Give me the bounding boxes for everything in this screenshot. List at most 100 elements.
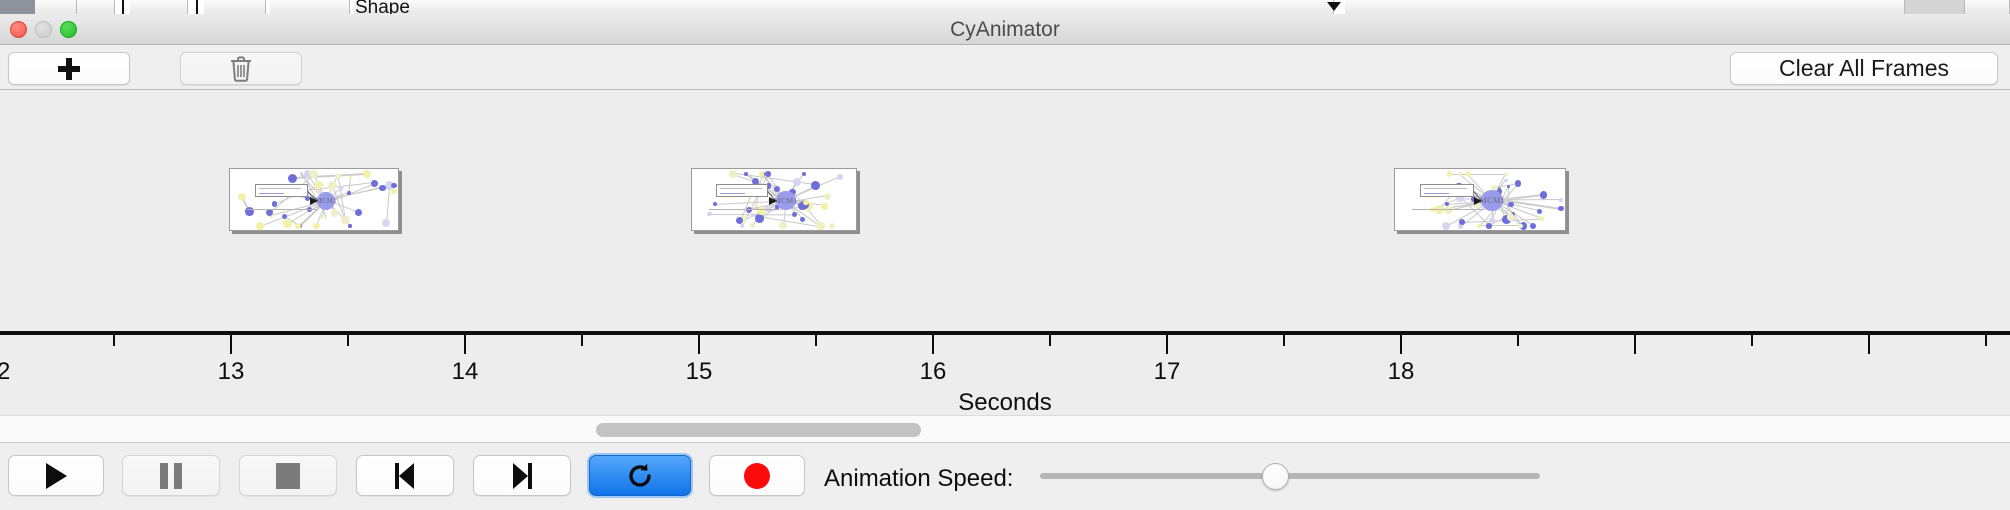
axis-title: Seconds: [958, 389, 1052, 415]
record-icon: [744, 462, 770, 489]
graph-node: [304, 196, 310, 202]
graph-annotation-arrow: [310, 196, 319, 205]
ruler-tick: [1517, 335, 1519, 346]
graph-node: [745, 206, 753, 214]
graph-node: [330, 209, 339, 217]
graph-node: [729, 170, 737, 178]
graph-node: [793, 178, 802, 186]
graph-node: [756, 206, 766, 216]
graph-node: [1518, 223, 1523, 229]
playback-bar: Animation Speed:: [0, 443, 2010, 510]
play-icon: [45, 462, 67, 489]
frame-thumbnail: MCM1: [230, 169, 398, 230]
timeline-frame[interactable]: MCM1: [229, 168, 399, 231]
graph-node: [1441, 221, 1451, 230]
scrollbar-thumb[interactable]: [596, 423, 921, 437]
graph-hub-label: MCM1: [774, 195, 798, 205]
graph-node: [736, 217, 744, 225]
graph-node: [1465, 171, 1472, 177]
graph-node: [1470, 196, 1477, 202]
graph-node: [256, 222, 264, 230]
graph-node: [1458, 223, 1464, 229]
timeline-panel[interactable]: MCM1 MCM1 MCM1 12 13 14 15 16 17 18 Seconds: [0, 90, 2010, 415]
graph-node: [338, 186, 343, 191]
graph-node: [281, 213, 288, 220]
graph-node: [753, 203, 758, 208]
play-button[interactable]: [8, 455, 104, 496]
graph-node: [1504, 178, 1508, 183]
ruler-tick: [464, 335, 466, 354]
close-button[interactable]: [10, 21, 27, 38]
graph-node: [823, 192, 831, 200]
ruler-tick: [932, 335, 934, 354]
frame-thumbnail: MCM1: [1395, 169, 1565, 230]
window-controls[interactable]: [10, 21, 77, 38]
graph-node: [382, 218, 391, 227]
graph-node: [749, 223, 755, 229]
delete-frame-button[interactable]: [180, 52, 302, 85]
graph-node: [712, 201, 718, 207]
graph-node: [837, 174, 844, 181]
graph-node: [815, 222, 823, 230]
loop-button[interactable]: [589, 455, 691, 496]
stop-button[interactable]: [239, 455, 337, 496]
skip-to-end-button[interactable]: [473, 455, 571, 496]
graph-node: [1488, 217, 1495, 224]
graph-node: [265, 208, 274, 217]
graph-node: [385, 181, 394, 190]
zoom-button[interactable]: [60, 21, 77, 38]
graph-node: [798, 201, 807, 211]
ruler-tick: [1400, 335, 1402, 354]
graph-node: [1506, 213, 1514, 221]
graph-hub-label: MCM1: [1479, 195, 1505, 206]
graph-node: [773, 186, 781, 193]
graph-node: [1476, 223, 1482, 229]
graph-node: [313, 222, 320, 230]
animation-speed-slider[interactable]: [1040, 473, 1540, 479]
graph-annotation-box: [716, 184, 769, 198]
graph-node: [744, 172, 749, 176]
graph-node: [391, 188, 397, 194]
stop-icon: [276, 462, 300, 489]
ruler-tick-label: 17: [1153, 358, 1181, 385]
ruler-tick: [1283, 335, 1285, 346]
animation-speed-label: Animation Speed:: [824, 465, 1014, 492]
graph-node: [779, 221, 788, 230]
pause-button[interactable]: [122, 455, 220, 496]
ruler-tick: [347, 335, 349, 346]
animation-speed-slider-thumb[interactable]: [1262, 463, 1289, 490]
minimize-button[interactable]: [35, 21, 52, 38]
ruler-tick-label: 18: [1387, 358, 1415, 385]
graph-annotation-arrow: [1474, 196, 1483, 205]
graph-node: [1559, 198, 1563, 202]
graph-annotation-arrow: [768, 196, 777, 205]
graph-node: [1501, 215, 1511, 224]
skip-to-start-button[interactable]: [356, 455, 454, 496]
add-frame-button[interactable]: [8, 52, 130, 85]
background-tab-label: Shape: [355, 0, 410, 14]
graph-annotation-box: [254, 184, 309, 198]
graph-node: [1446, 171, 1453, 177]
ruler-tick: [1985, 335, 1987, 346]
timeline-scrollbar[interactable]: [0, 415, 2010, 443]
graph-node: [1539, 191, 1547, 199]
graph-hub-node: MCM1: [774, 190, 798, 211]
ruler-tick: [698, 335, 700, 354]
graph-caption-line: [708, 208, 779, 210]
timeline-frame[interactable]: MCM1: [691, 168, 857, 231]
skip-to-start-icon: [392, 462, 418, 489]
toolbar: Clear All Frames: [0, 45, 2010, 90]
clear-all-frames-button[interactable]: Clear All Frames: [1730, 52, 1998, 85]
plus-icon: [58, 57, 80, 80]
graph-caption-line: [247, 208, 319, 210]
graph-node: [371, 180, 378, 187]
record-button[interactable]: [709, 455, 805, 496]
graph-node: [1457, 171, 1463, 177]
ruler-tick: [1751, 335, 1753, 346]
timeline-frame[interactable]: MCM1: [1394, 168, 1566, 231]
graph-node: [283, 219, 292, 228]
graph-node: [754, 214, 764, 224]
ruler-tick: [113, 335, 115, 346]
graph-hub-label: MCM1: [315, 196, 337, 205]
